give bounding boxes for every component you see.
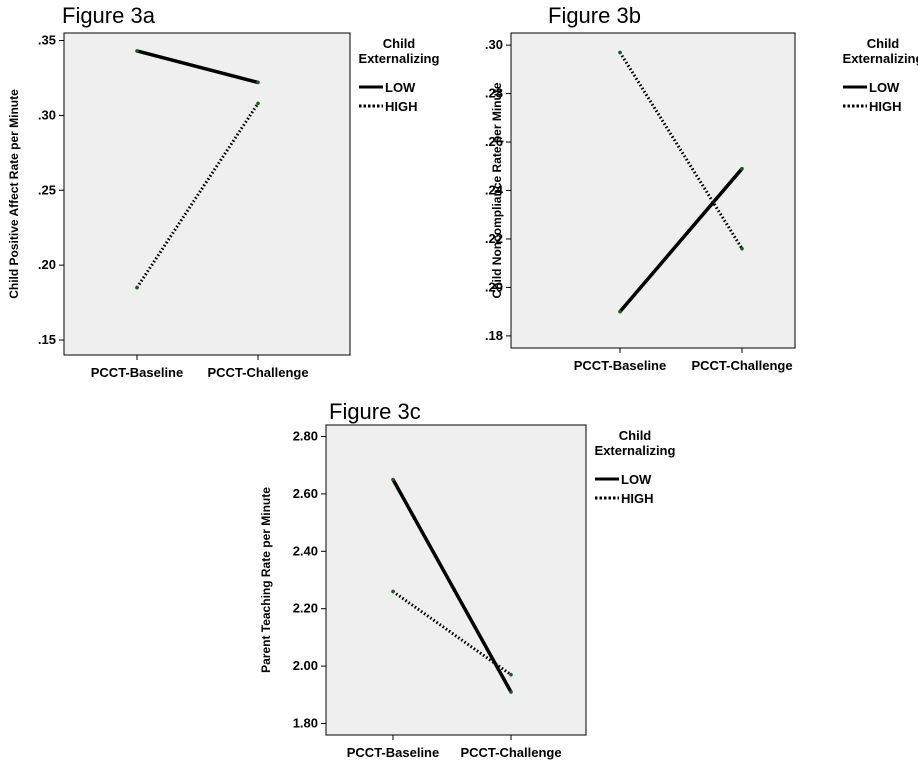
x-tick-label: PCCT-Challenge (691, 358, 792, 373)
series-line-high (135, 102, 260, 289)
y-tick-label: .35 (38, 32, 56, 47)
y-tick-label: .26 (485, 134, 503, 149)
series-line-high (392, 590, 512, 676)
data-point-high (618, 50, 622, 55)
plot-area (510, 32, 796, 349)
plot-area (63, 32, 351, 356)
x-tick-label: PCCT-Challenge (207, 365, 308, 380)
y-tick-label: 2.60 (293, 486, 318, 501)
y-tick-label: .20 (485, 279, 503, 294)
legend-title: Externalizing (359, 51, 440, 66)
y-tick-label: .30 (38, 107, 56, 122)
data-point-low (391, 477, 395, 482)
legend-label-high: HIGH (869, 99, 902, 114)
legend-title: Externalizing (843, 51, 918, 66)
data-point-high (391, 589, 395, 594)
chart-title: Figure 3b (548, 3, 641, 28)
data-point-low (509, 690, 513, 694)
y-tick-label: 1.80 (293, 716, 318, 731)
y-axis-label: Parent Teaching Rate per Minute (259, 487, 273, 673)
y-tick-label: .15 (38, 332, 56, 347)
y-axis-label: Child Positive Affect Rate per Minute (7, 89, 21, 299)
series-line-low (391, 478, 513, 693)
chart-title: Figure 3a (62, 3, 156, 28)
plot-area (325, 424, 587, 736)
y-tick-label: 2.40 (293, 543, 318, 558)
chart-panel-1: Figure 3a .15 .20 .25 .30 .35 PCCT-Baseline PCC… (7, 3, 440, 380)
legend-label-low: LOW (621, 472, 652, 487)
y-tick-label: .25 (38, 182, 56, 197)
x-tick-label: PCCT-Baseline (574, 358, 666, 373)
data-point-low (740, 166, 744, 171)
legend-title: Child (619, 428, 652, 443)
data-point-low (618, 309, 622, 314)
legend-title: Child (867, 36, 900, 51)
data-point-low (256, 80, 260, 85)
series-line-low (136, 49, 259, 85)
y-tick-label: .24 (485, 183, 504, 198)
chart-panel-2: Figure 3b .18 .20 .22 .24 .26 .28 .30 PCCT-Basel… (485, 3, 918, 373)
y-axis-label: Child Noncompliance Rate per Minute (490, 82, 504, 298)
series-line-high (618, 51, 744, 250)
y-tick-label: .18 (485, 328, 503, 343)
y-tick-label: 2.00 (293, 658, 318, 673)
legend-label-high: HIGH (621, 491, 654, 506)
legend-label-high: HIGH (385, 99, 418, 114)
series-line-low (618, 167, 744, 313)
y-tick-label: .28 (485, 86, 503, 101)
y-tick-label: .20 (38, 257, 56, 272)
x-tick-label: PCCT-Baseline (91, 365, 183, 380)
y-tick-label: 2.80 (293, 428, 318, 443)
chart-title: Figure 3c (329, 399, 421, 424)
x-tick-label: PCCT-Challenge (460, 745, 561, 760)
y-tick-label: .22 (485, 231, 503, 246)
data-point-high (509, 672, 513, 677)
y-tick-label: .30 (485, 37, 503, 52)
legend-title: Child (383, 36, 416, 51)
x-tick-label: PCCT-Baseline (347, 745, 439, 760)
y-tick-label: 2.20 (293, 601, 318, 616)
legend-label-low: LOW (869, 80, 900, 95)
data-point-low (135, 49, 139, 53)
legend-label-low: LOW (385, 80, 416, 95)
chart-panel-3: Figure 3c 1.80 2.00 2.20 2.40 2.60 2.80 PCCT-Ba… (259, 399, 676, 760)
data-point-high (740, 246, 744, 251)
data-point-high (135, 285, 139, 290)
data-point-high (256, 101, 260, 106)
legend-title: Externalizing (595, 443, 676, 458)
